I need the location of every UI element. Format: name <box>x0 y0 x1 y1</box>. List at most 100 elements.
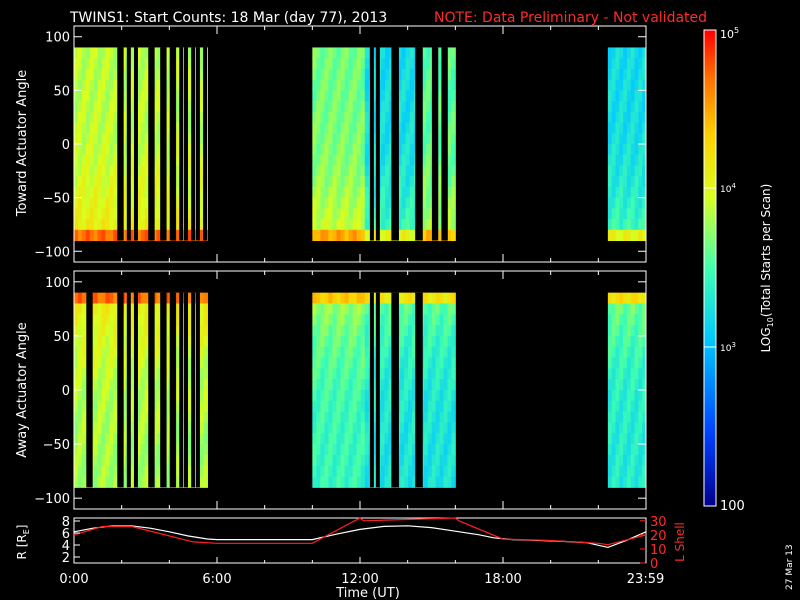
heatmap-cell <box>128 111 134 124</box>
heatmap-cell <box>336 411 342 423</box>
heatmap-cell <box>438 90 444 102</box>
heatmap-cell <box>156 357 161 369</box>
heatmap-cell <box>176 122 181 134</box>
heatmap-cell <box>101 219 106 231</box>
heatmap-cell <box>615 335 620 348</box>
heatmap-cell <box>316 390 321 402</box>
heatmap-cell <box>634 229 639 242</box>
data-gap <box>148 47 153 241</box>
heatmap-cell <box>356 335 362 348</box>
heatmap-cell <box>187 176 193 188</box>
heatmap-cell <box>423 465 429 478</box>
heatmap-cell <box>136 390 142 402</box>
heatmap-cell <box>140 154 146 166</box>
heatmap-cell <box>439 422 445 434</box>
heatmap-cell <box>152 357 157 369</box>
heatmap-cell <box>136 454 142 467</box>
heatmap-cell <box>451 433 456 445</box>
heatmap-cell <box>156 165 161 177</box>
heatmap-cell <box>140 111 146 124</box>
heatmap-cell <box>113 90 118 102</box>
heatmap-cell <box>360 433 366 445</box>
heatmap-cell <box>344 357 350 369</box>
heatmap-cell <box>85 208 91 220</box>
heatmap-cell <box>408 411 413 423</box>
heatmap-cell <box>77 314 83 326</box>
heatmap-cell <box>408 292 413 304</box>
heatmap-cell <box>336 144 342 156</box>
heatmap-cell <box>634 111 639 124</box>
heatmap-cell <box>152 186 157 199</box>
heatmap-cell <box>384 357 389 369</box>
heatmap-cell <box>312 314 317 326</box>
heatmap-cell <box>89 144 95 156</box>
heatmap-cell <box>152 47 157 59</box>
heatmap-cell <box>630 219 636 231</box>
heatmap-cell <box>324 208 329 220</box>
heatmap-cell <box>360 154 366 166</box>
heatmap-cell <box>607 465 613 478</box>
heatmap-cell <box>421 47 427 59</box>
heatmap-cell <box>400 346 405 359</box>
heatmap-cell <box>312 90 317 102</box>
heatmap-cell <box>356 379 362 391</box>
heatmap-cell <box>381 122 386 134</box>
heatmap-cell <box>156 58 161 70</box>
heatmap-cell <box>356 400 362 413</box>
heatmap-cell <box>101 454 106 467</box>
heatmap-cell <box>384 465 389 478</box>
heatmap-cell <box>328 433 333 445</box>
heatmap-cell <box>439 444 445 456</box>
heatmap-cell <box>447 357 452 369</box>
heatmap-cell <box>316 176 321 188</box>
heatmap-cell <box>611 303 616 315</box>
heatmap-cell <box>401 144 407 156</box>
heatmap-cell <box>156 219 161 231</box>
heatmap-cell <box>340 122 346 134</box>
heatmap-segment <box>607 47 647 242</box>
heatmap-cell <box>203 314 208 326</box>
heatmap-cell <box>144 465 150 478</box>
heatmap-cell <box>352 335 358 348</box>
heatmap-cell <box>328 314 333 326</box>
heatmap-cell <box>332 197 338 209</box>
heatmap-cell <box>105 229 110 242</box>
heatmap-cell <box>607 47 613 59</box>
heatmap-cell <box>401 47 407 59</box>
heatmap-cell <box>431 433 437 445</box>
heatmap-segment <box>607 292 647 488</box>
heatmap-cell <box>113 197 118 209</box>
heatmap-cell <box>187 133 193 145</box>
heatmap-cell <box>340 400 346 413</box>
heatmap-cell <box>348 465 354 478</box>
heatmap-cell <box>348 325 354 337</box>
heatmap-cell <box>412 335 417 348</box>
heatmap-cell <box>336 476 342 488</box>
heatmap-cell <box>642 433 647 445</box>
heatmap-cell <box>136 165 142 177</box>
heatmap-cell <box>638 90 643 102</box>
heatmap-cell <box>607 111 613 124</box>
heatmap-cell <box>615 176 620 188</box>
heatmap-cell <box>101 465 106 478</box>
heatmap-cell <box>630 208 636 220</box>
heatmap-cell <box>372 335 378 348</box>
heatmap-cell <box>615 400 620 413</box>
heatmap-cell <box>332 433 338 445</box>
heatmap-cell <box>385 208 390 220</box>
data-gap <box>126 292 131 488</box>
heatmap-cell <box>384 292 389 304</box>
heatmap-cell <box>435 390 441 402</box>
heatmap-cell <box>404 292 409 304</box>
heatmap-cell <box>360 357 366 369</box>
heatmap-cell <box>348 454 354 467</box>
heatmap-cell <box>81 476 87 488</box>
heatmap-cell <box>109 197 114 209</box>
heatmap-cell <box>85 165 91 177</box>
x-tick-label: 6:00 <box>202 572 231 587</box>
heatmap-cell <box>439 346 445 359</box>
heatmap-cell <box>372 379 378 391</box>
heatmap-cell <box>81 444 87 456</box>
heatmap-cell <box>412 444 417 456</box>
heatmap-cell <box>348 411 354 423</box>
